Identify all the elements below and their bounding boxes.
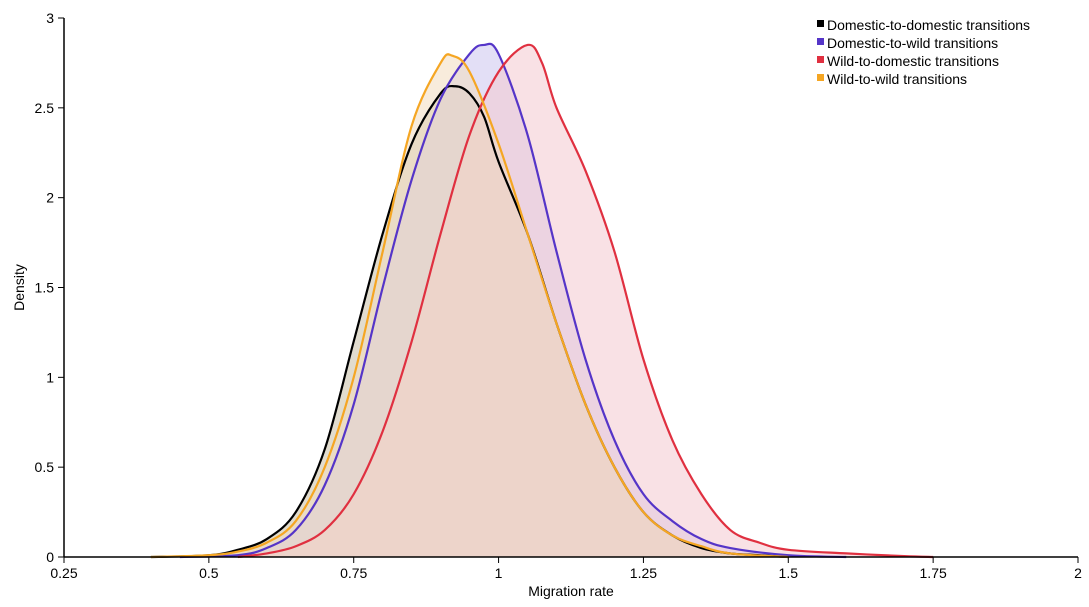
legend-swatch [817,20,824,27]
y-tick-label: 2 [46,190,54,206]
y-tick-label: 0.5 [35,459,55,475]
line-domestic-to-wild-transitions [179,42,847,559]
legend-swatch [817,56,824,63]
y-tick-label: 1 [46,369,54,385]
line-wild-to-domestic-transitions [237,43,934,559]
y-tick-label: 2.5 [35,100,55,116]
density-lines [150,42,934,559]
x-axis-ticks: 0.25 0.5 0.75 1 1.25 1.5 1.75 2 [50,557,1082,581]
y-tick-label: 0 [46,549,54,565]
legend-label: Wild-to-wild transitions [827,71,967,87]
line-wild-to-wild-transitions [150,53,789,559]
y-tick-label: 3 [46,10,54,26]
y-axis-ticks: 0 0.5 1 1.5 2 2.5 3 [35,10,64,565]
legend-swatch [817,38,824,45]
y-axis-title: Density [11,264,27,311]
legend-label: Wild-to-domestic transitions [827,53,999,69]
density-areas [150,43,934,558]
x-tick-label: 0.5 [199,565,219,581]
x-tick-label: 1.5 [779,565,799,581]
legend-label: Domestic-to-domestic transitions [827,17,1030,33]
x-axis-title: Migration rate [528,583,614,599]
x-tick-label: 1 [495,565,503,581]
y-tick-label: 1.5 [35,280,55,296]
area-wild-to-wild-transitions [150,54,789,558]
x-tick-label: 0.25 [50,565,77,581]
legend-swatch [817,74,824,81]
legend-label: Domestic-to-wild transitions [827,35,998,51]
x-tick-label: 2 [1074,565,1082,581]
x-tick-label: 1.25 [630,565,657,581]
x-tick-label: 1.75 [920,565,947,581]
legend: Domestic-to-domestic transitions Domestic… [817,17,1030,87]
x-tick-label: 0.75 [340,565,367,581]
